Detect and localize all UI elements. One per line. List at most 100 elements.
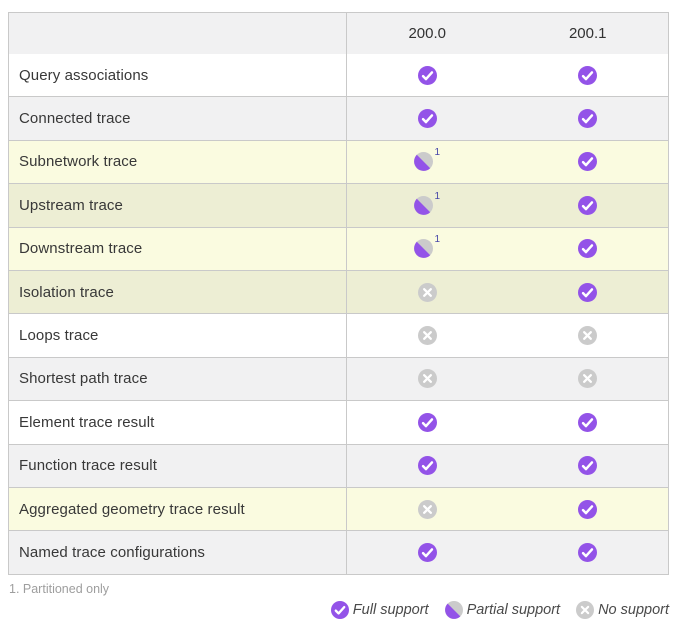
- feature-label: Subnetwork trace: [9, 140, 347, 184]
- partial-support-icon-glyph: [414, 152, 434, 172]
- full-support-icon: [417, 109, 437, 129]
- full-support-icon-glyph: [578, 282, 598, 302]
- support-cell-200.0: [347, 445, 508, 487]
- full-support-icon-glyph: [417, 542, 437, 562]
- table-row: Aggregated geometry trace result: [9, 486, 669, 531]
- table-body: Query associations Connected trace Subnetw…: [9, 54, 668, 574]
- header-col-200-1: 200.1: [568, 25, 607, 42]
- full-support-icon-glyph: [578, 499, 598, 519]
- feature-label: Query associations: [9, 54, 347, 97]
- full-support-icon: [578, 282, 598, 302]
- support-cell-200.1: [508, 488, 669, 530]
- header-feature-cell: [9, 13, 347, 54]
- full-support-icon-glyph: [417, 65, 437, 85]
- table-row: Element trace result: [9, 400, 669, 444]
- table-row: Downstream trace 1: [9, 226, 669, 270]
- none-support-icon: [417, 326, 437, 346]
- support-cell-200.0: 1: [347, 184, 508, 226]
- full-support-icon: [578, 412, 598, 432]
- none-support-icon: [578, 369, 598, 389]
- feature-label: Named trace configurations: [9, 531, 347, 574]
- table-row: Query associations: [9, 54, 669, 97]
- legend-label: Partial support: [466, 601, 561, 618]
- full-support-icon-glyph: [578, 412, 598, 432]
- feature-label: Element trace result: [9, 401, 347, 444]
- support-cell-200.1: [508, 445, 669, 487]
- full-support-icon-glyph: [417, 109, 437, 129]
- none-support-icon-glyph: [578, 369, 598, 389]
- partial-support-icon: 1: [414, 191, 440, 215]
- none-support-icon-glyph: [417, 499, 437, 519]
- table-row: Function trace result: [9, 443, 669, 487]
- table-header-row: 200.0 200.1: [9, 13, 668, 54]
- support-table: 200.0 200.1 Query associations Connected …: [8, 12, 669, 575]
- support-cell-200.0: [347, 358, 508, 400]
- legend-item-partial-support: Partial support: [444, 600, 561, 619]
- partial-support-icon-glyph: [414, 195, 434, 215]
- support-cell-200.1: [508, 97, 669, 139]
- feature-label: Loops trace: [9, 314, 347, 357]
- legend-label: No support: [598, 601, 669, 618]
- none-support-icon-glyph: [417, 326, 437, 346]
- feature-label: Function trace result: [9, 444, 347, 487]
- none-support-icon-glyph: [578, 326, 598, 346]
- support-cell-200.0: 1: [347, 141, 508, 183]
- full-support-icon: [578, 65, 598, 85]
- full-support-icon: [578, 499, 598, 519]
- full-support-icon-glyph: [578, 542, 598, 562]
- table-row: Isolation trace: [9, 269, 668, 314]
- table-row: Shortest path trace: [9, 356, 669, 401]
- none-support-icon-glyph: [417, 282, 437, 302]
- table-row: Named trace configurations: [9, 530, 669, 574]
- legend-label: Full support: [352, 601, 429, 618]
- footnote: 1. Partitioned only: [9, 581, 110, 596]
- full-support-icon: [578, 109, 598, 129]
- full-support-icon-glyph: [417, 456, 437, 476]
- full-support-icon: [578, 456, 598, 476]
- none-support-icon: [576, 600, 595, 619]
- none-support-icon: [417, 282, 437, 302]
- full-support-icon: [330, 600, 349, 619]
- full-support-icon: [578, 195, 598, 215]
- full-support-icon-glyph: [578, 109, 598, 129]
- none-support-icon: [417, 369, 437, 389]
- full-support-icon-glyph: [417, 412, 437, 432]
- support-cell-200.1: [508, 401, 669, 443]
- full-support-icon: [417, 412, 437, 432]
- full-support-icon-glyph: [578, 65, 598, 85]
- footnote-marker: 1: [434, 234, 441, 246]
- support-cell-200.1: [508, 314, 669, 356]
- support-cell-200.1: [508, 228, 669, 270]
- full-support-icon: [578, 239, 598, 259]
- table-row: Subnetwork trace 1: [9, 139, 669, 184]
- support-cell-200.0: [347, 271, 508, 313]
- support-cell-200.0: [347, 54, 508, 96]
- full-support-icon-glyph: [578, 456, 598, 476]
- footnote-marker: 1: [434, 147, 441, 159]
- support-cell-200.1: [508, 54, 669, 96]
- full-support-icon: [578, 152, 598, 172]
- support-cell-200.1: [508, 184, 669, 226]
- full-support-icon: [578, 542, 598, 562]
- support-cell-200.0: [347, 531, 508, 573]
- feature-label: Isolation trace: [9, 270, 347, 314]
- feature-label: Connected trace: [9, 97, 347, 140]
- legend-item-full-support: Full support: [330, 600, 429, 619]
- full-support-icon: [417, 456, 437, 476]
- none-support-icon-glyph: [417, 369, 437, 389]
- feature-label: Upstream trace: [9, 184, 347, 227]
- partial-support-icon: [444, 600, 463, 619]
- full-support-icon: [417, 542, 437, 562]
- support-cell-200.1: [508, 141, 669, 183]
- feature-label: Downstream trace: [9, 227, 347, 270]
- legend-item-none-support: No support: [576, 600, 669, 619]
- support-cell-200.1: [508, 358, 669, 400]
- feature-label: Aggregated geometry trace result: [9, 487, 347, 531]
- table-row: Connected trace: [9, 96, 669, 140]
- full-support-icon-glyph: [578, 152, 598, 172]
- support-cell-200.0: [347, 488, 508, 530]
- full-support-icon-glyph: [578, 239, 598, 259]
- support-cell-200.0: 1: [347, 228, 508, 270]
- support-cell-200.1: [508, 531, 669, 573]
